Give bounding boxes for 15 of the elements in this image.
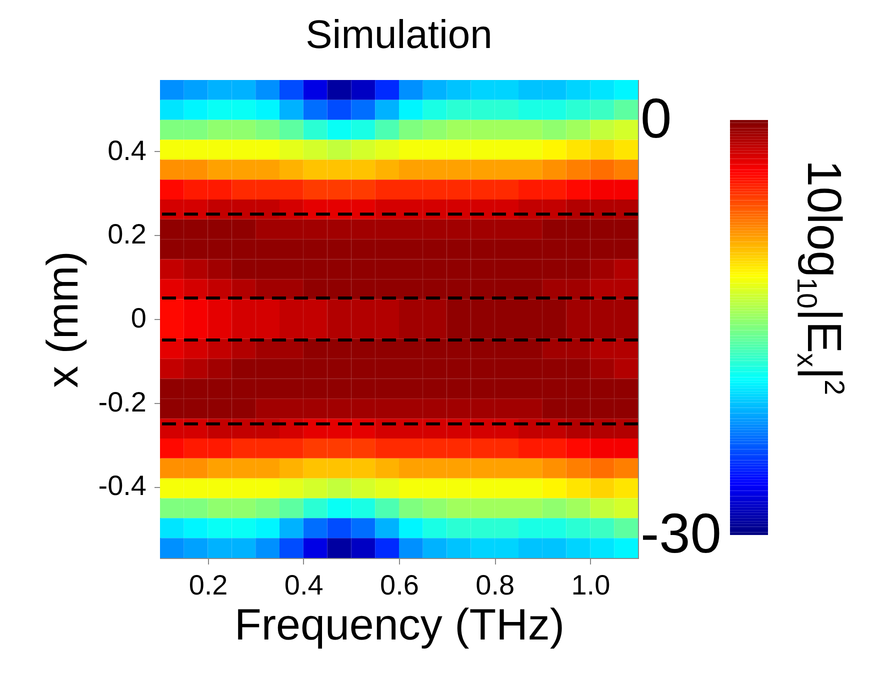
x-tick-label: 1.0	[571, 570, 610, 600]
y-axis-title: x (mm)	[38, 251, 88, 388]
x-axis-title: Frequency (THz)	[234, 600, 565, 650]
color-bar-label: -30	[640, 502, 722, 564]
y-tick-label: 0.4	[108, 134, 146, 166]
y-tick-label: 0	[130, 302, 146, 334]
x-tick-label: 0.6	[380, 570, 419, 600]
y-tick-label: -0.4	[98, 470, 146, 502]
x-tick-label: 0.2	[188, 570, 228, 600]
color-bar-label: 0	[640, 86, 672, 150]
y-tick-label: -0.2	[98, 386, 146, 418]
x-tick-label: 0.8	[476, 570, 515, 600]
x-tick-label: 0.4	[284, 570, 324, 600]
chart-title: Simulation	[306, 13, 492, 57]
y-tick-label: 0.2	[108, 218, 146, 250]
